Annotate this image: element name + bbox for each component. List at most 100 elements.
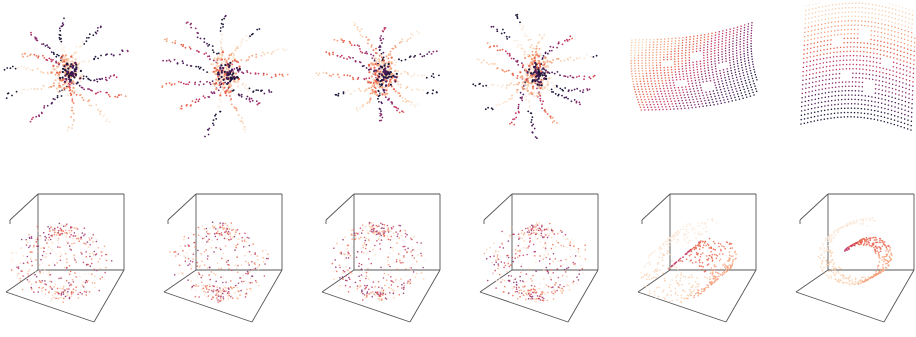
point bbox=[522, 25, 524, 28]
point bbox=[531, 63, 534, 66]
point bbox=[55, 60, 57, 63]
point bbox=[670, 43, 673, 45]
point bbox=[230, 88, 234, 91]
point bbox=[46, 71, 49, 74]
point bbox=[532, 47, 535, 50]
point bbox=[819, 67, 821, 69]
point bbox=[384, 78, 387, 81]
point bbox=[847, 94, 850, 96]
point bbox=[32, 246, 35, 249]
point bbox=[648, 54, 651, 56]
point bbox=[741, 69, 744, 71]
point bbox=[909, 58, 912, 60]
point bbox=[518, 111, 520, 114]
point bbox=[236, 243, 239, 246]
point bbox=[869, 64, 871, 67]
point bbox=[652, 64, 654, 67]
point bbox=[212, 285, 214, 287]
point bbox=[895, 75, 898, 78]
point bbox=[811, 12, 814, 14]
point bbox=[854, 85, 857, 88]
point bbox=[898, 98, 900, 101]
point bbox=[692, 40, 695, 43]
point bbox=[910, 53, 912, 56]
point bbox=[909, 71, 911, 73]
point bbox=[840, 98, 843, 101]
point bbox=[203, 294, 206, 296]
point bbox=[211, 80, 214, 82]
point bbox=[389, 83, 392, 86]
point bbox=[873, 39, 876, 41]
point bbox=[739, 43, 741, 46]
point bbox=[236, 76, 239, 79]
point bbox=[697, 76, 700, 79]
point bbox=[660, 72, 662, 74]
point bbox=[871, 12, 873, 15]
point bbox=[850, 98, 853, 101]
point bbox=[65, 86, 68, 89]
point bbox=[672, 105, 674, 108]
point bbox=[379, 45, 381, 47]
axis-edge bbox=[251, 269, 283, 323]
point bbox=[725, 31, 728, 34]
point bbox=[548, 72, 551, 74]
point bbox=[73, 68, 76, 71]
point bbox=[363, 243, 365, 246]
point bbox=[838, 7, 840, 10]
point bbox=[804, 96, 807, 98]
point bbox=[696, 40, 698, 42]
point bbox=[847, 98, 850, 101]
point bbox=[859, 63, 861, 66]
point bbox=[576, 87, 579, 90]
point bbox=[217, 77, 220, 80]
point bbox=[903, 118, 906, 120]
point bbox=[180, 105, 183, 108]
point bbox=[699, 39, 702, 42]
point bbox=[821, 92, 823, 95]
point bbox=[182, 62, 185, 65]
point bbox=[639, 78, 641, 80]
point bbox=[804, 27, 806, 29]
point bbox=[913, 46, 916, 48]
point bbox=[692, 98, 694, 101]
point bbox=[693, 90, 696, 93]
point bbox=[634, 49, 636, 52]
point bbox=[728, 78, 731, 81]
point bbox=[95, 104, 98, 106]
point bbox=[181, 272, 184, 274]
point bbox=[180, 81, 182, 84]
point bbox=[886, 55, 888, 57]
point bbox=[184, 46, 187, 49]
point bbox=[911, 10, 914, 12]
point bbox=[87, 246, 90, 248]
point bbox=[40, 71, 42, 73]
point bbox=[194, 81, 197, 84]
point bbox=[274, 73, 277, 76]
point bbox=[366, 102, 368, 105]
point bbox=[724, 90, 726, 93]
point bbox=[800, 114, 803, 117]
point bbox=[243, 130, 246, 133]
point bbox=[710, 37, 713, 40]
point bbox=[213, 285, 215, 288]
point bbox=[663, 43, 666, 45]
point bbox=[192, 258, 194, 260]
point bbox=[830, 117, 832, 119]
point bbox=[817, 28, 819, 30]
point bbox=[827, 17, 830, 20]
point bbox=[715, 86, 717, 89]
point bbox=[896, 53, 899, 56]
point bbox=[571, 89, 573, 92]
point bbox=[830, 108, 833, 111]
point bbox=[38, 115, 41, 118]
point bbox=[217, 230, 219, 232]
point bbox=[245, 241, 248, 243]
point bbox=[519, 21, 521, 24]
point bbox=[857, 103, 859, 105]
point bbox=[161, 86, 164, 89]
point bbox=[721, 40, 723, 43]
point bbox=[684, 96, 686, 99]
point bbox=[365, 36, 368, 38]
point bbox=[521, 62, 523, 64]
point bbox=[30, 31, 32, 34]
